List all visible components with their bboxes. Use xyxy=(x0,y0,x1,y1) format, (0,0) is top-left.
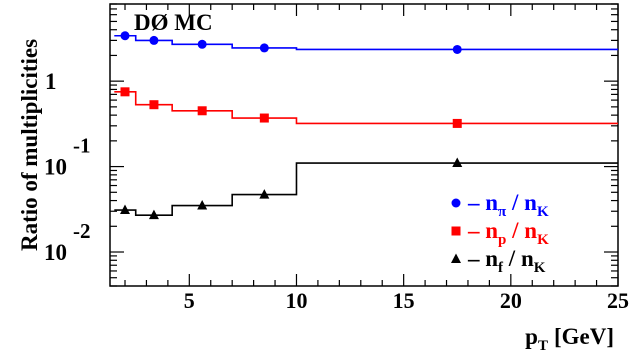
legend-label-part: n xyxy=(485,218,498,243)
legend-label-part: / xyxy=(506,190,524,215)
legend-label-part: f xyxy=(498,260,504,276)
legend-label: – np / nK xyxy=(467,218,549,248)
data-point-circle xyxy=(120,31,130,41)
y-tick-label-base: 10 xyxy=(44,155,67,180)
legend-label-part: K xyxy=(537,232,549,248)
data-point-square xyxy=(452,118,462,128)
legend-entry-2: – nf / nK xyxy=(451,246,546,276)
legend-label-part: – xyxy=(467,246,485,271)
y-tick-label-base: 1 xyxy=(45,69,57,94)
y-tick-label-exponent: -2 xyxy=(73,219,91,243)
legend-label-part: π xyxy=(498,204,507,220)
y-tick-label: 10-1 xyxy=(44,134,91,180)
data-point-triangle xyxy=(259,189,270,199)
y-tick-label: 10-2 xyxy=(44,219,91,265)
legend-label-part: p xyxy=(498,232,506,248)
data-point-square xyxy=(149,100,159,110)
legend-label-part: – xyxy=(467,218,485,243)
data-point-square xyxy=(120,87,130,97)
y-tick-label-exponent: -1 xyxy=(73,134,91,158)
x-axis-label-subscript: T xyxy=(538,338,548,353)
y-tick-label: 1 xyxy=(45,69,57,94)
series-markers xyxy=(120,31,463,220)
legend-entry-0: – nπ / nK xyxy=(451,190,549,220)
data-point-circle xyxy=(197,39,207,49)
legend-marker xyxy=(451,198,461,208)
data-point-circle xyxy=(452,44,462,54)
legend-label: – nf / nK xyxy=(467,246,546,276)
legend-label-part: – xyxy=(467,190,485,215)
data-point-triangle xyxy=(148,209,159,220)
legend-marker xyxy=(451,253,461,263)
legend-label-part: / xyxy=(506,218,524,243)
data-point-triangle xyxy=(452,157,463,168)
legend-label-part: n xyxy=(521,246,534,271)
series-lines xyxy=(114,34,618,216)
data-point-circle xyxy=(149,35,159,45)
legend-label-part: n xyxy=(524,190,537,215)
legend-label-part: n xyxy=(524,218,537,243)
x-tick-label: 15 xyxy=(393,288,415,313)
legend-label-part: / xyxy=(503,246,521,271)
data-point-square xyxy=(197,106,207,116)
plot-frame xyxy=(109,3,619,287)
legend-label-part: K xyxy=(534,260,546,276)
x-tick-label: 5 xyxy=(184,288,195,313)
data-point-square xyxy=(259,113,269,123)
legend-label-part: K xyxy=(537,204,549,220)
legend-label: – nπ / nK xyxy=(467,190,549,220)
x-axis-label: pT [GeV] xyxy=(525,324,614,353)
x-tick-label: 25 xyxy=(607,288,629,313)
x-tick-label: 10 xyxy=(285,288,307,313)
series-line-1 xyxy=(114,91,618,125)
chart-title: DØ MC xyxy=(134,10,213,35)
x-tick-label: 20 xyxy=(500,288,522,313)
legend: – nπ / nK– np / nK– nf / nK xyxy=(451,190,549,276)
data-point-triangle xyxy=(120,204,131,215)
legend-marker xyxy=(451,226,461,236)
series-line-0 xyxy=(114,34,618,51)
legend-label-part: n xyxy=(485,246,498,271)
y-axis-label: Ratio of multiplicities xyxy=(17,39,42,251)
y-tick-label-base: 10 xyxy=(44,240,67,265)
data-point-circle xyxy=(259,43,269,53)
x-axis-label-unit: [GeV] xyxy=(554,324,614,349)
x-axis-label-symbol: p xyxy=(525,324,538,349)
legend-entry-1: – np / nK xyxy=(451,218,549,248)
data-point-triangle xyxy=(197,200,208,210)
legend-label-part: n xyxy=(485,190,498,215)
